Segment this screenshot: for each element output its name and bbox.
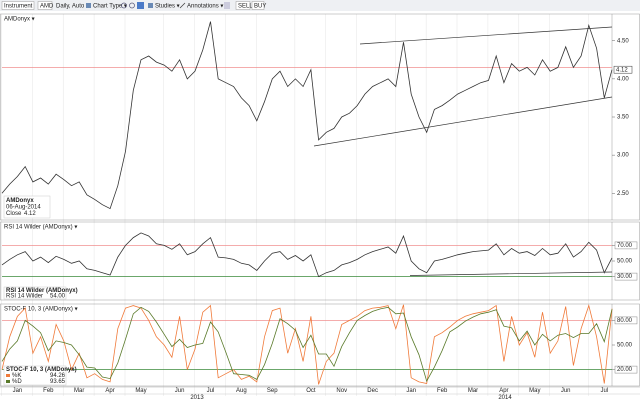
legend-value: 93.65: [50, 379, 66, 385]
legend-value: 4.12: [24, 211, 36, 217]
x-tick-label: Jan: [13, 388, 23, 394]
symbol-box[interactable]: [37, 1, 53, 10]
sell-label: SELL: [238, 4, 253, 10]
sell-button[interactable]: [235, 1, 251, 10]
tick-label-box: [614, 316, 638, 325]
x-tick-label: Apr: [499, 388, 508, 394]
panel-title: RSI 14 Wilder (AMDonyx) ▾: [4, 225, 77, 231]
tick-label-box: [614, 272, 638, 281]
legend-box: [3, 195, 51, 219]
legend-series: %D: [12, 379, 22, 385]
upper-trendline: [359, 26, 613, 45]
buy-button[interactable]: [251, 1, 265, 10]
series-line: [1, 21, 613, 210]
x-tick-label: Jun: [561, 388, 571, 394]
instrument-placeholder: Instrument: [4, 4, 33, 10]
zoom-out[interactable]: [129, 2, 135, 9]
legend-swatch: [6, 374, 10, 377]
x-tick-label: Jul: [207, 388, 215, 394]
pan-tool[interactable]: [137, 2, 144, 9]
chart-type-menu[interactable]: Chart Type ▾: [93, 4, 127, 10]
series-line: [1, 306, 613, 383]
legend-name: AMDonyx: [6, 198, 34, 204]
last-price-tag: [613, 65, 633, 74]
legend-field: Close: [6, 211, 22, 217]
x-tick-label: Feb: [43, 388, 54, 394]
legend-series: RSI 14 Wilder: [6, 294, 43, 300]
legend-box: [3, 286, 67, 300]
x-tick-label: Jan: [406, 388, 416, 394]
year-label: 2014: [498, 395, 512, 400]
x-tick-label: Mar: [468, 388, 478, 394]
x-tick-label: Dec: [367, 388, 378, 394]
x-tick-label: Jul: [600, 388, 608, 394]
studies-menu[interactable]: Studies ▾: [155, 4, 180, 10]
legend-swatch: [6, 380, 10, 383]
x-tick-label: May: [529, 388, 540, 394]
legend-date: 06-Aug-2014: [6, 205, 41, 211]
y-tick-label: 20.00: [617, 367, 633, 373]
year-label: 2013: [190, 395, 204, 400]
y-tick-label: 3.50: [617, 115, 629, 121]
x-tick-label: Apr: [105, 388, 114, 394]
panel-title: AMDonyx ▾: [4, 17, 35, 23]
panel-title: STOC-F 10, 3 (AMDonyx) ▾: [4, 307, 78, 313]
legend-name: STOC-F 10, 3 (AMDonyx): [6, 367, 77, 373]
legend-value: 54.00: [50, 294, 66, 300]
x-tick-label: Nov: [336, 388, 347, 394]
series-line: [1, 304, 613, 385]
chart-type-icon: [86, 3, 91, 8]
series-line: [1, 232, 613, 278]
legend-name: RSI 14 Wilder (AMDonyx): [6, 288, 78, 294]
y-tick-label: 3.00: [617, 153, 629, 159]
y-tick-label: 70.00: [617, 243, 633, 249]
y-tick-label: 50.00: [617, 259, 633, 265]
rsi-trendline: [409, 271, 613, 276]
studies-icon: [148, 3, 153, 8]
x-tick-label: Jun: [175, 388, 185, 394]
last-price-label: 4.12: [616, 67, 628, 73]
lower-trendline: [313, 96, 613, 147]
y-tick-label: 4.00: [617, 76, 629, 82]
y-tick-label: 2.50: [617, 191, 629, 197]
toolbar-bg: [0, 0, 640, 11]
x-tick-label: Sep: [267, 388, 278, 394]
annotations-menu[interactable]: Annotations ▾: [187, 4, 223, 10]
y-tick-label: 30.00: [617, 274, 633, 280]
symbol: AMD: [40, 4, 54, 10]
y-tick-label: 80.00: [617, 318, 633, 324]
instrument-input[interactable]: [1, 1, 35, 10]
x-tick-label: Mar: [74, 388, 84, 394]
zoom-in[interactable]: [121, 2, 127, 9]
legend-value: 94.26: [50, 373, 66, 379]
tool-button[interactable]: [224, 2, 230, 9]
y-tick-label: 50.00: [617, 343, 633, 349]
x-tick-label: Aug: [236, 388, 247, 394]
x-tick-label: May: [135, 388, 146, 394]
tick-label-box: [614, 365, 638, 374]
annotations-icon: [179, 2, 186, 9]
toolbar: Instrument AMD Daily, Auto ▾ Chart Type …: [0, 0, 640, 11]
legend-series: %K: [12, 373, 21, 379]
period-menu[interactable]: Daily, Auto ▾: [56, 4, 89, 10]
x-tick-label: Feb: [437, 388, 448, 394]
buy-label: BUY: [254, 4, 266, 10]
tick-label-box: [614, 241, 638, 250]
legend-box: [3, 365, 67, 386]
y-tick-label: 4.50: [617, 38, 629, 44]
x-tick-label: Oct: [306, 388, 316, 394]
